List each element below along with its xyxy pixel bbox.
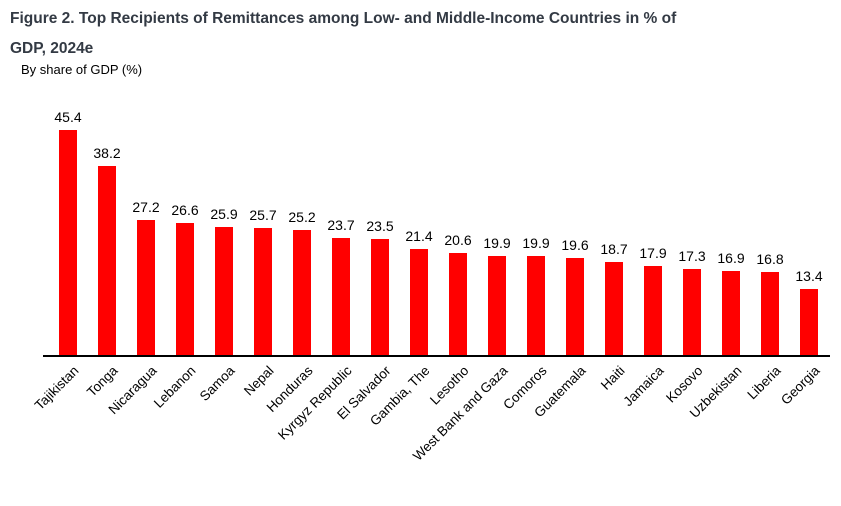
bar-value-label: 27.2 xyxy=(132,199,160,215)
figure-title: Figure 2. Top Recipients of Remittances … xyxy=(10,4,830,64)
bar-value-label: 13.4 xyxy=(795,268,823,284)
bar-value-label: 19.9 xyxy=(483,235,511,251)
bar-value-label: 16.8 xyxy=(756,251,784,267)
bar-value-label: 19.6 xyxy=(561,237,589,253)
bar-value-label: 38.2 xyxy=(93,145,121,161)
bar xyxy=(605,262,623,355)
bar xyxy=(644,266,662,355)
bar-value-label: 17.9 xyxy=(639,245,667,261)
y-axis-unit-label: By share of GDP (%) xyxy=(21,62,143,77)
bar xyxy=(410,249,428,355)
bar xyxy=(527,256,545,355)
bar xyxy=(254,228,272,355)
bar xyxy=(488,256,506,355)
bar-value-label: 17.3 xyxy=(678,248,706,264)
bar-value-label: 21.4 xyxy=(405,228,433,244)
bar-value-label: 45.4 xyxy=(54,109,82,125)
bar xyxy=(449,253,467,355)
x-axis-line xyxy=(43,355,830,357)
bar-value-label: 26.6 xyxy=(171,202,199,218)
bar xyxy=(800,289,818,355)
bar xyxy=(59,130,77,355)
bar-value-label: 16.9 xyxy=(717,250,745,266)
bar xyxy=(761,272,779,355)
bar xyxy=(215,227,233,355)
bar xyxy=(98,166,116,355)
bar xyxy=(371,239,389,355)
figure-title-line-1: Figure 2. Top Recipients of Remittances … xyxy=(10,10,677,27)
bar xyxy=(137,220,155,355)
bar xyxy=(722,271,740,355)
bar xyxy=(566,258,584,355)
bar-value-label: 23.5 xyxy=(366,218,394,234)
bar-value-label: 18.7 xyxy=(600,241,628,257)
bar-value-label: 19.9 xyxy=(522,235,550,251)
bar-value-label: 25.9 xyxy=(210,206,238,222)
bar-value-label: 25.2 xyxy=(288,209,316,225)
bar-value-label: 20.6 xyxy=(444,232,472,248)
figure-title-line-2: GDP, 2024e xyxy=(10,40,94,57)
bar xyxy=(683,269,701,355)
bar-value-label: 23.7 xyxy=(327,217,355,233)
bar xyxy=(176,223,194,355)
bar xyxy=(332,238,350,355)
bar xyxy=(293,230,311,355)
bar-value-label: 25.7 xyxy=(249,207,277,223)
